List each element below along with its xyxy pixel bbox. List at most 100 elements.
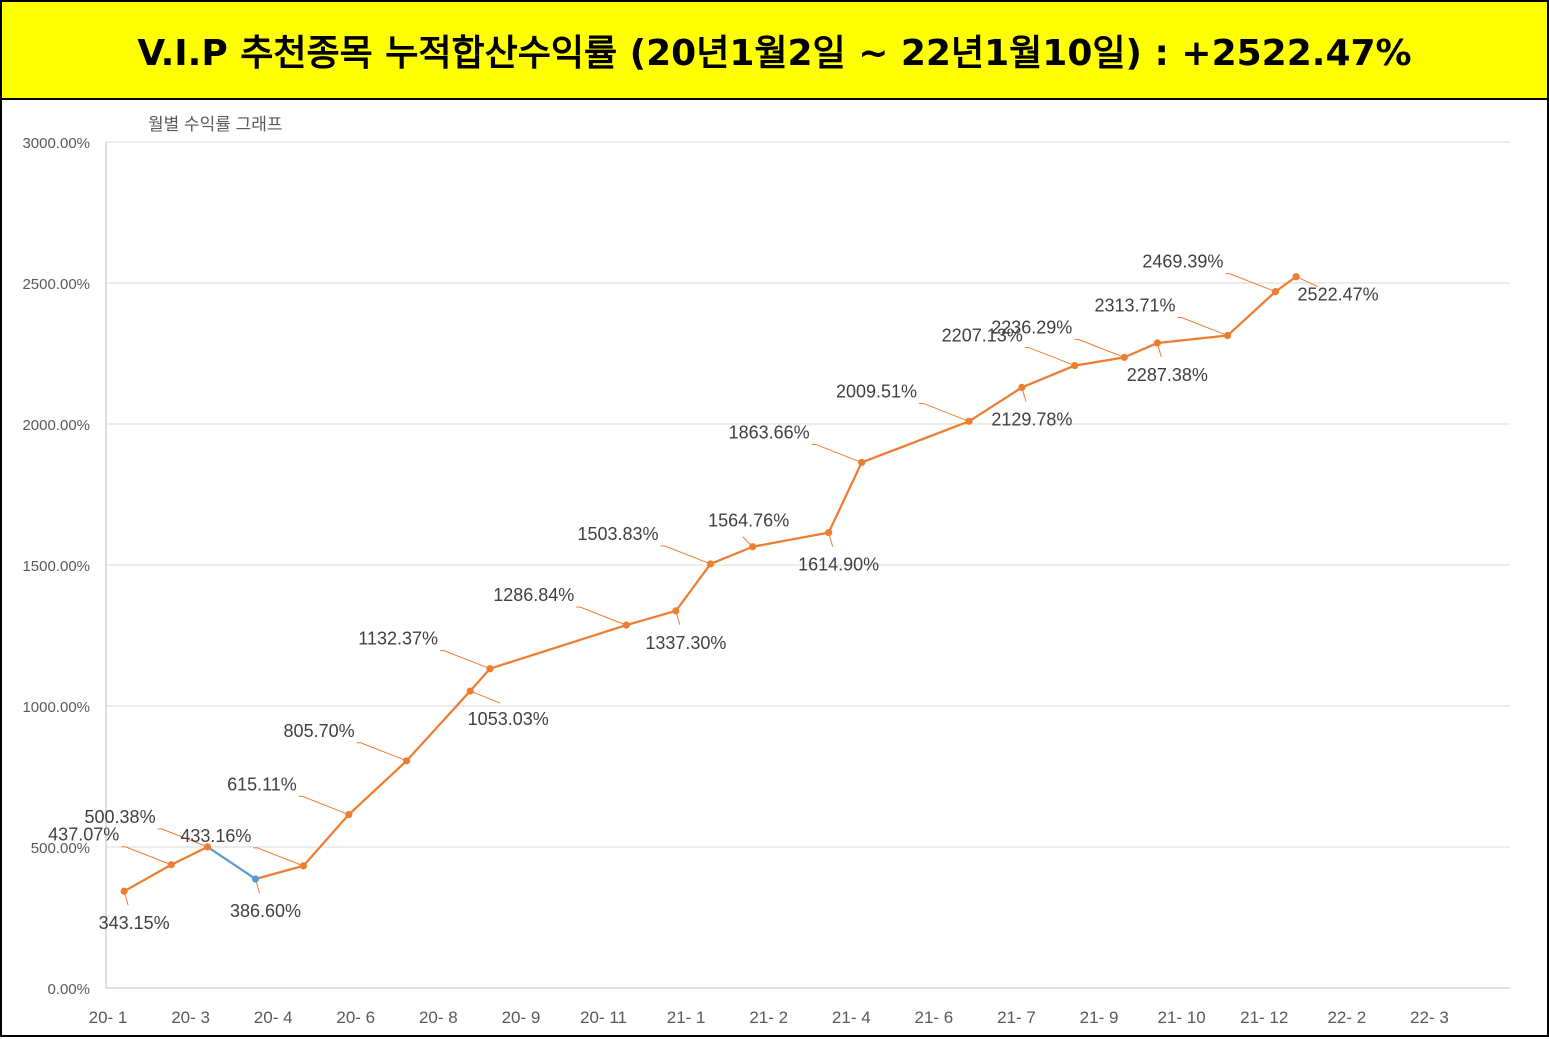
series-segment <box>170 845 209 866</box>
data-label: 1614.90% <box>798 555 879 575</box>
data-point <box>403 757 411 765</box>
series-segment <box>488 623 628 670</box>
data-point <box>167 861 175 869</box>
label-leader <box>660 545 711 565</box>
label-leader <box>1177 317 1228 336</box>
x-tick-label: 21- 12 <box>1240 1008 1288 1027</box>
x-tick-label: 20- 6 <box>336 1008 375 1027</box>
series-segment <box>860 420 971 464</box>
data-label: 500.38% <box>85 807 156 827</box>
label-leader <box>1295 276 1319 288</box>
y-tick-label: 0.00% <box>47 981 90 998</box>
x-tick-label: 21- 10 <box>1158 1008 1206 1027</box>
data-point <box>299 862 307 870</box>
data-point <box>825 528 833 537</box>
data-label: 2287.38% <box>1127 365 1208 385</box>
data-point <box>622 621 630 629</box>
title-banner: V.I.P 추천종목 누적합산수익률 (20년1월2일 ~ 22년1월10일) … <box>2 2 1547 100</box>
x-tick-label: 20- 11 <box>580 1008 627 1027</box>
data-point <box>1120 353 1128 361</box>
y-tick-label: 2500.00% <box>22 276 90 293</box>
label-leader <box>1024 347 1075 367</box>
series-segment <box>1226 290 1277 337</box>
data-label: 433.16% <box>180 826 251 846</box>
label-leader <box>121 846 172 866</box>
y-tick-label: 1000.00% <box>22 699 90 716</box>
x-tick-label: 20- 8 <box>419 1008 458 1027</box>
chart-area: 월별 수익률 그래프 0.00% 500.00% 1000.00% 1500.00% 2… <box>2 100 1547 1035</box>
data-point <box>706 560 715 568</box>
data-label: 1564.76% <box>708 511 789 531</box>
label-leader <box>1074 338 1125 358</box>
data-point <box>120 887 128 895</box>
data-label: 1053.03% <box>468 709 549 729</box>
y-tick-label: 3000.00% <box>22 135 90 152</box>
series-segment <box>1156 334 1229 345</box>
axes: 0.00% 500.00% 1000.00% 1500.00% 2000.00% 2500… <box>22 135 1510 1027</box>
data-label: 805.70% <box>284 721 355 741</box>
series-segment <box>1020 364 1076 389</box>
label-leader <box>919 402 970 422</box>
label-leader <box>576 606 627 626</box>
series-segment <box>347 759 408 816</box>
series-segment <box>1274 275 1298 293</box>
series-segment <box>674 562 712 613</box>
line-chart: 월별 수익률 그래프 0.00% 500.00% 1000.00% 1500.00% 2… <box>22 115 1510 1027</box>
label-leader <box>1225 273 1276 293</box>
label-leader <box>356 742 407 762</box>
label-leader <box>811 443 862 463</box>
x-tick-label: 21- 4 <box>832 1008 871 1027</box>
series-segment <box>709 545 754 566</box>
x-tick-label: 21- 1 <box>667 1008 706 1027</box>
y-tick-label: 500.00% <box>31 840 90 857</box>
gridlines <box>106 141 1510 848</box>
series-segment <box>827 461 863 534</box>
series-segment <box>751 531 830 548</box>
series-segment <box>123 863 173 893</box>
x-tick-label: 21- 6 <box>915 1008 954 1027</box>
data-label: 615.11% <box>227 775 297 795</box>
label-leader <box>157 828 208 848</box>
data-label: 1132.37% <box>358 629 438 649</box>
data-point <box>466 687 474 695</box>
series-segment <box>254 864 305 881</box>
x-tick-label: 20- 4 <box>254 1008 293 1027</box>
x-tick-label: 20- 9 <box>502 1008 541 1027</box>
label-leader <box>298 796 349 816</box>
page-title: V.I.P 추천종목 누적합산수익률 (20년1월2일 ~ 22년1월10일) … <box>137 33 1412 74</box>
chart-title: 월별 수익률 그래프 <box>148 115 283 134</box>
data-label: 2469.39% <box>1142 252 1223 272</box>
data-point <box>1153 339 1161 347</box>
data-point <box>1292 273 1300 281</box>
label-leader <box>470 690 501 704</box>
label-leader <box>440 650 491 670</box>
x-tick-label: 22- 2 <box>1327 1008 1366 1027</box>
data-point <box>858 458 866 467</box>
x-tick-label: 21- 9 <box>1080 1008 1119 1027</box>
data-point <box>749 543 757 551</box>
data-label: 1286.84% <box>493 585 574 605</box>
series-segment <box>967 386 1024 423</box>
data-label: 386.60% <box>230 901 301 921</box>
series-line <box>123 275 1298 893</box>
data-point <box>965 417 973 425</box>
data-point <box>203 843 212 851</box>
series-segment <box>405 689 472 762</box>
data-point <box>1018 383 1026 392</box>
series-segment <box>302 813 350 867</box>
series-segment <box>469 667 492 693</box>
series-segment <box>1073 356 1126 367</box>
data-point <box>251 875 260 883</box>
x-tick-label: 20- 3 <box>171 1008 210 1027</box>
x-tick-label: 20- 1 <box>89 1008 128 1027</box>
data-label: 2129.78% <box>991 409 1072 429</box>
series-segment <box>1123 341 1159 359</box>
data-point <box>672 607 680 615</box>
data-label: 1503.83% <box>577 524 658 544</box>
data-labels: 343.15% 437.07%500.38% 386.60% 433.16% 615.1… <box>48 252 1378 934</box>
x-tick-label: 22- 3 <box>1410 1008 1449 1027</box>
data-label: 2522.47% <box>1298 285 1379 305</box>
label-leader <box>253 847 304 867</box>
data-label: 2313.71% <box>1094 296 1175 316</box>
